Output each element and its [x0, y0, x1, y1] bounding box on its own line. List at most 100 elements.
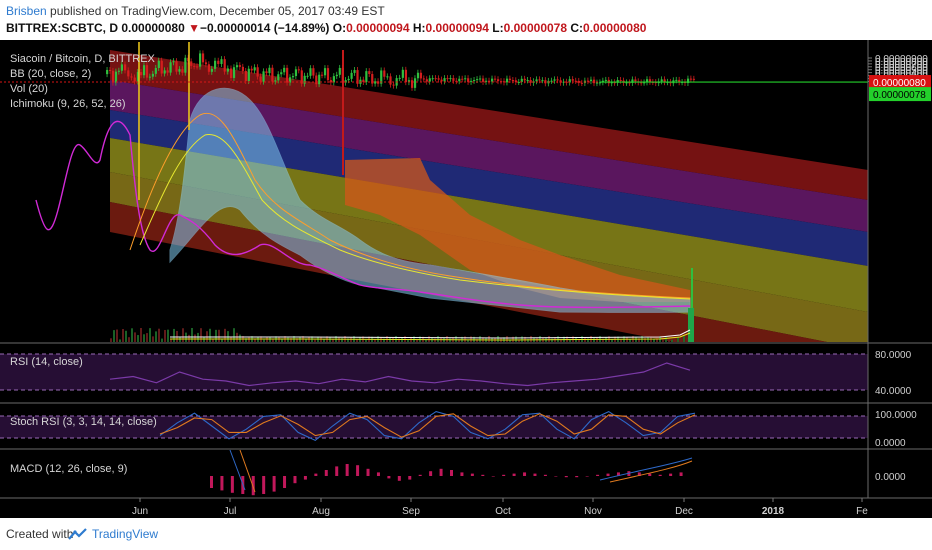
candle[interactable]	[124, 64, 127, 71]
candle[interactable]	[271, 67, 274, 82]
candle[interactable]	[250, 68, 253, 71]
candle[interactable]	[312, 68, 315, 76]
candle[interactable]	[559, 80, 562, 83]
candle[interactable]	[476, 79, 479, 81]
candle[interactable]	[407, 80, 411, 83]
candle[interactable]	[604, 79, 607, 81]
candle[interactable]	[356, 70, 359, 84]
candle[interactable]	[619, 79, 622, 81]
candle[interactable]	[434, 78, 437, 80]
candle[interactable]	[247, 68, 250, 82]
stoch-rsi-pane[interactable]	[0, 410, 868, 442]
candle[interactable]	[565, 81, 568, 83]
candle[interactable]	[130, 76, 133, 78]
macd-pane[interactable]	[210, 449, 693, 496]
candle[interactable]	[517, 81, 520, 83]
candle[interactable]	[256, 67, 259, 77]
candle[interactable]	[511, 79, 515, 81]
candle[interactable]	[291, 76, 295, 78]
candle[interactable]	[253, 67, 256, 71]
candle[interactable]	[109, 69, 112, 71]
candle[interactable]	[485, 80, 488, 82]
candle[interactable]	[371, 74, 374, 84]
candle[interactable]	[497, 79, 500, 82]
candle[interactable]	[160, 60, 163, 74]
candle[interactable]	[148, 76, 152, 78]
candle[interactable]	[610, 82, 613, 84]
candle[interactable]	[217, 60, 220, 64]
candle[interactable]	[190, 61, 193, 66]
candle[interactable]	[368, 71, 371, 75]
candle[interactable]	[300, 70, 303, 84]
candle[interactable]	[443, 78, 446, 82]
candle[interactable]	[214, 60, 217, 69]
candle[interactable]	[163, 70, 166, 74]
candle[interactable]	[338, 67, 341, 75]
candle[interactable]	[556, 79, 559, 81]
time-axis[interactable]: Jun Jul Aug Sep Oct Nov Dec 2018 Fe	[132, 498, 868, 517]
candle[interactable]	[280, 72, 283, 75]
candle[interactable]	[154, 67, 157, 74]
candle[interactable]	[689, 78, 693, 80]
candle[interactable]	[628, 82, 631, 84]
candle[interactable]	[230, 68, 233, 78]
candle[interactable]	[386, 76, 389, 78]
candle[interactable]	[491, 78, 494, 82]
candle[interactable]	[268, 67, 271, 74]
candle[interactable]	[262, 71, 265, 82]
candle[interactable]	[277, 74, 280, 81]
candle[interactable]	[392, 84, 395, 86]
candle[interactable]	[226, 68, 229, 72]
candle[interactable]	[440, 79, 443, 82]
candle[interactable]	[294, 69, 298, 77]
candle[interactable]	[616, 79, 619, 83]
candle[interactable]	[660, 79, 663, 82]
trading-chart[interactable]: 0.000009000.000008000.000007000.00000600…	[0, 40, 932, 518]
candle[interactable]	[482, 78, 485, 82]
candle[interactable]	[196, 66, 199, 68]
candle[interactable]	[437, 78, 440, 80]
candle[interactable]	[643, 82, 646, 84]
candle[interactable]	[529, 80, 532, 83]
candle[interactable]	[574, 80, 577, 82]
candle[interactable]	[140, 72, 143, 76]
candle[interactable]	[106, 69, 109, 75]
candle[interactable]	[568, 79, 571, 83]
candle[interactable]	[467, 78, 470, 82]
candle[interactable]	[321, 74, 324, 76]
candle[interactable]	[353, 70, 356, 73]
price-pane[interactable]	[0, 42, 932, 499]
candle[interactable]	[341, 67, 344, 83]
candle[interactable]	[289, 77, 292, 83]
candle[interactable]	[374, 81, 377, 84]
candle[interactable]	[380, 70, 383, 84]
candle[interactable]	[514, 80, 517, 83]
tradingview-link[interactable]: TradingView	[92, 527, 159, 541]
candle[interactable]	[598, 82, 602, 84]
candle[interactable]	[586, 80, 590, 82]
candle[interactable]	[365, 71, 368, 83]
candle[interactable]	[625, 82, 628, 84]
candle[interactable]	[413, 78, 417, 88]
candle[interactable]	[631, 79, 634, 83]
candle[interactable]	[473, 80, 476, 82]
candle[interactable]	[181, 69, 184, 73]
candle[interactable]	[648, 79, 652, 82]
candle[interactable]	[145, 65, 149, 78]
candle[interactable]	[550, 80, 553, 82]
candle[interactable]	[172, 61, 175, 63]
candle[interactable]	[274, 80, 277, 82]
candle[interactable]	[244, 70, 247, 82]
candle[interactable]	[127, 70, 130, 77]
candle[interactable]	[541, 80, 544, 82]
candle[interactable]	[309, 68, 312, 76]
candle[interactable]	[692, 78, 696, 80]
candle[interactable]	[114, 71, 118, 83]
candle[interactable]	[446, 78, 449, 80]
candle[interactable]	[452, 78, 455, 81]
candle[interactable]	[184, 57, 187, 73]
candle[interactable]	[645, 79, 649, 83]
candle[interactable]	[201, 53, 205, 63]
candle[interactable]	[318, 74, 321, 85]
candle[interactable]	[265, 71, 268, 74]
